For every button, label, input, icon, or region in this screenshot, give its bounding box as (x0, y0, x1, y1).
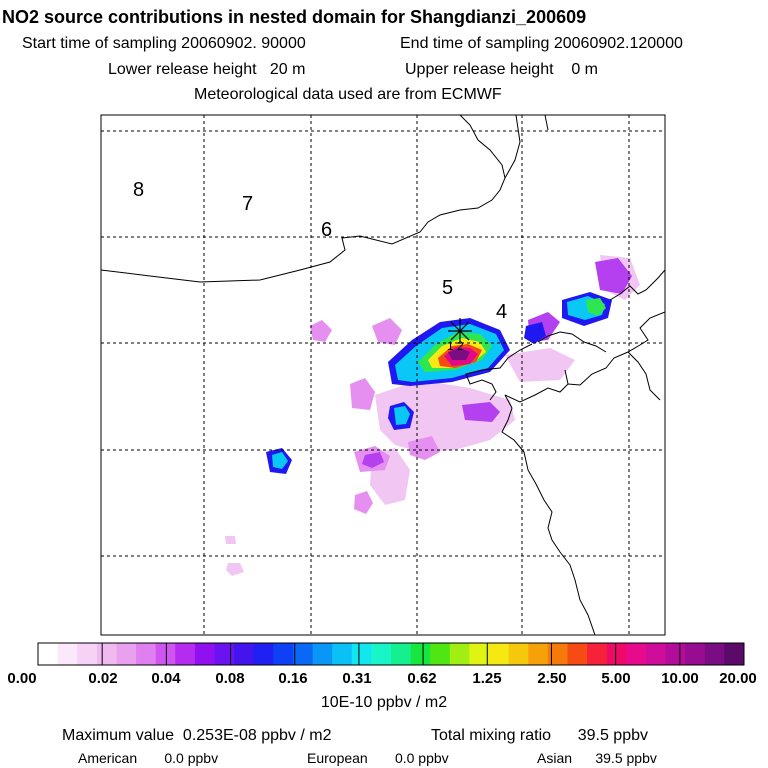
american-contribution: American 0.0 ppbv (78, 750, 219, 766)
colorbar-tick-label: 10.00 (661, 670, 699, 687)
colorbar-cell (469, 643, 490, 665)
colorbar-cell (214, 643, 235, 665)
colorbar-cell (587, 643, 608, 665)
plume-layer (225, 255, 640, 576)
colorbar-cell (528, 643, 549, 665)
colorbar-cell (194, 643, 215, 665)
colorbar-cell (96, 643, 117, 665)
colorbar-cell (724, 643, 745, 665)
met-data-label: Meteorological data used are from ECMWF (194, 86, 502, 103)
colorbar-cell (626, 643, 647, 665)
colorbar-cell (351, 643, 372, 665)
colorbar-cell (508, 643, 529, 665)
colorbar-cell (665, 643, 686, 665)
end-time-label: End time of sampling 20060902.120000 (400, 35, 683, 52)
plume-purple (362, 258, 632, 468)
colorbar-tick-label: 20.00 (719, 670, 757, 687)
colorbar-cell (136, 643, 157, 665)
colorbar-cell (547, 643, 568, 665)
site-marker-label: 1 2 (447, 339, 464, 353)
timezone-label-6: 6 (321, 219, 332, 241)
chart-title: NO2 source contributions in nested domai… (2, 7, 587, 27)
colorbar-cell (332, 643, 353, 665)
colorbar-cell (685, 643, 706, 665)
colorbar-cell (292, 643, 314, 665)
timezone-label-4: 4 (496, 301, 507, 323)
colorbar-frame (37, 642, 745, 666)
colorbar-cell (77, 643, 98, 665)
colorbar-cell (489, 643, 510, 665)
colorbar-cell (410, 643, 431, 665)
colorbar-tick-label: 0.00 (7, 670, 36, 687)
colorbar-cell (312, 643, 333, 665)
colorbar-cell (38, 643, 59, 665)
start-time-label: Start time of sampling 20060902. 90000 (22, 35, 306, 52)
map-frame (100, 114, 666, 636)
timezone-label-7: 7 (242, 193, 253, 215)
map-coastlines (101, 115, 665, 635)
colorbar-tick-label: 5.00 (601, 670, 630, 687)
colorbar-cell (606, 643, 627, 665)
colorbar-tick-label: 0.62 (407, 670, 436, 687)
timezone-label-8: 8 (133, 179, 144, 201)
upper-release-label: Upper release height 0 m (405, 61, 598, 78)
colorbar-tick-label: 1.25 (472, 670, 501, 687)
colorbar-tick-label: 0.08 (215, 670, 244, 687)
map-graticule (101, 115, 665, 635)
colorbar-cell (155, 643, 176, 665)
colorbar-cell (371, 643, 392, 665)
total-mixing-label: Total mixing ratio 39.5 ppbv (431, 727, 648, 744)
colorbar-cell (273, 643, 294, 665)
colorbar-cell (116, 643, 137, 665)
colorbar-cell (391, 643, 412, 665)
plume-haze (225, 255, 640, 576)
colorbar-cell (253, 643, 274, 665)
lower-release-label: Lower release height 20 m (108, 61, 306, 78)
european-contribution: European 0.0 ppbv (307, 750, 449, 766)
site-marker-icon (448, 318, 472, 344)
colorbar-tick-label: 0.31 (342, 670, 371, 687)
max-value-label: Maximum value 0.253E-08 ppbv / m2 (62, 727, 332, 744)
colorbar-cell (704, 643, 725, 665)
colorbar-cell (234, 643, 255, 665)
plume-dark-core (448, 348, 470, 360)
colorbar-cell (175, 643, 196, 665)
colorbar-cell (449, 643, 470, 665)
colorbar-cell (567, 643, 588, 665)
colorbar-tick-label: 0.16 (278, 670, 307, 687)
colorbar-cell (430, 643, 451, 665)
timezone-label-5: 5 (442, 277, 453, 299)
colorbar-tick-label: 2.50 (537, 670, 566, 687)
colorbar-unit: 10E-10 ppbv / m2 (321, 694, 447, 711)
colorbar-tick-label: 0.02 (88, 670, 117, 687)
colorbar (38, 643, 745, 665)
colorbar-cell (57, 643, 78, 665)
colorbar-tick-label: 0.04 (151, 670, 181, 687)
colorbar-cell (645, 643, 667, 665)
asian-contribution: Asian 39.5 ppbv (537, 750, 657, 766)
